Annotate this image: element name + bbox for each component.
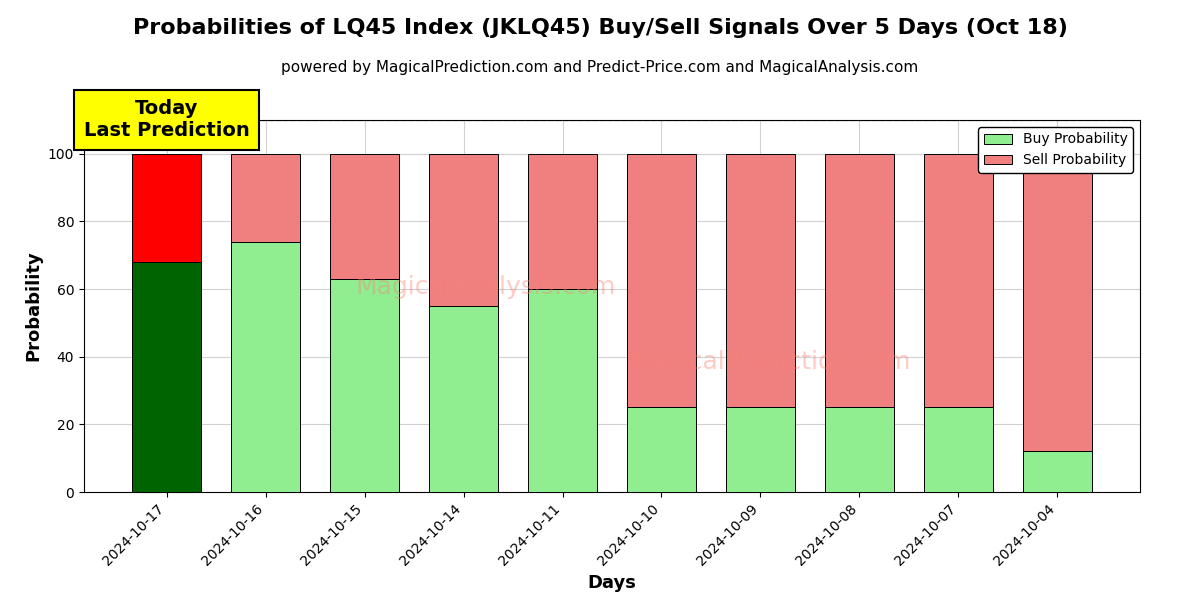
Bar [924,407,994,492]
Bar [824,154,894,407]
Bar [824,407,894,492]
Bar [1022,154,1092,451]
Bar [924,154,994,407]
Y-axis label: Probability: Probability [24,251,42,361]
Bar [230,154,300,242]
Bar [230,242,300,492]
Bar [1022,451,1092,492]
Bar [330,154,400,279]
Text: MagicalPrediction.com: MagicalPrediction.com [630,350,911,374]
Bar [528,154,598,289]
Bar [428,154,498,306]
Bar [726,154,796,407]
Bar [626,407,696,492]
Bar [626,154,696,407]
Bar [132,262,202,492]
Bar [330,279,400,492]
Legend: Buy Probability, Sell Probability: Buy Probability, Sell Probability [978,127,1133,173]
Bar [726,407,796,492]
Text: Probabilities of LQ45 Index (JKLQ45) Buy/Sell Signals Over 5 Days (Oct 18): Probabilities of LQ45 Index (JKLQ45) Buy… [132,18,1068,38]
X-axis label: Days: Days [588,574,636,592]
Bar [528,289,598,492]
Bar [428,306,498,492]
Bar [132,154,202,262]
Text: powered by MagicalPrediction.com and Predict-Price.com and MagicalAnalysis.com: powered by MagicalPrediction.com and Pre… [281,60,919,75]
Text: MagicalAnalysis.com: MagicalAnalysis.com [355,275,616,299]
Text: Today
Last Prediction: Today Last Prediction [84,99,250,140]
